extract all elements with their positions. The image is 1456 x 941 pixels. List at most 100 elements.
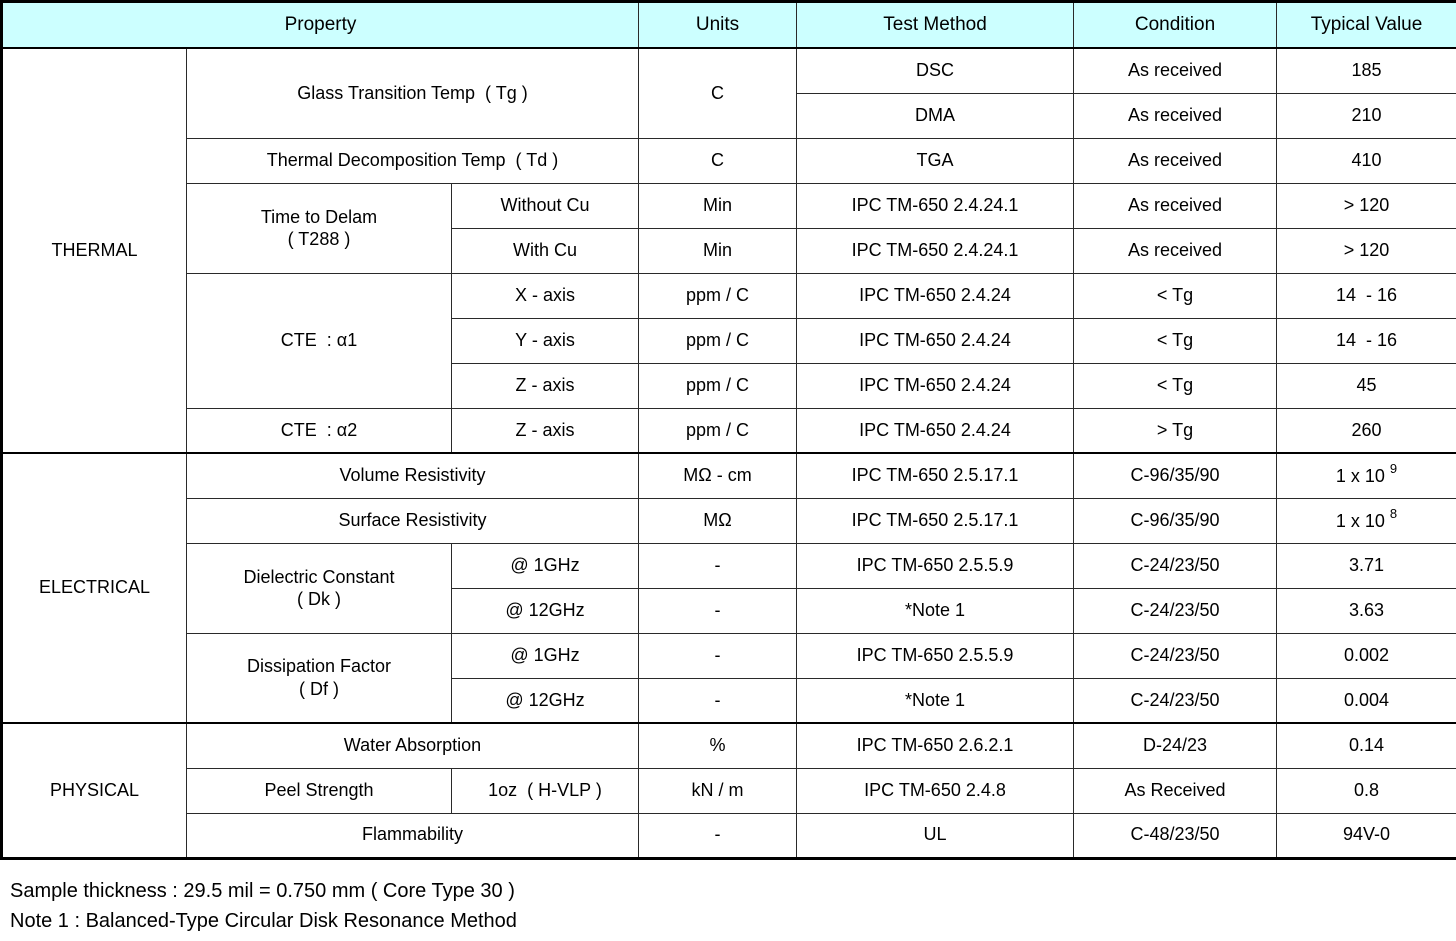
units-cell: kN / m [638, 767, 798, 814]
property-name-line2: ( Dk ) [297, 589, 341, 609]
property-name: CTE : α1 [186, 272, 452, 409]
property-name: CTE : α2 [186, 407, 452, 454]
table-row: With Cu Min IPC TM-650 2.4.24.1 As recei… [2, 227, 1456, 274]
property-name: Thermal Decomposition Temp ( Td ) [185, 137, 640, 184]
test-method-cell: IPC TM-650 2.4.24 [796, 272, 1075, 319]
units-cell: - [638, 542, 798, 589]
typical-value-cell: 0.002 [1276, 632, 1456, 679]
condition-cell: As received [1073, 182, 1278, 229]
table-row: Z - axis ppm / C IPC TM-650 2.4.24 < Tg … [2, 362, 1456, 409]
table-row: PHYSICAL Water Absorption % IPC TM-650 2… [1, 722, 1456, 859]
col-header-property: Property [0, 1, 640, 49]
sub-property: With Cu [450, 227, 640, 274]
test-method-cell: IPC TM-650 2.4.24.1 [796, 227, 1075, 274]
condition-cell: C-24/23/50 [1073, 677, 1278, 724]
property-name-line1: Dielectric Constant [243, 566, 395, 587]
sub-property: @ 12GHz [450, 677, 640, 724]
table-row: CTE : α1 X - axis ppm / C IPC TM-650 2.4… [2, 272, 1456, 409]
typical-value-cell: 0.14 [1276, 722, 1456, 769]
test-method-cell: IPC TM-650 2.5.17.1 [796, 497, 1075, 544]
units-cell: C [638, 47, 798, 139]
sub-property: Y - axis [450, 317, 640, 364]
sub-property: @ 1GHz [450, 542, 640, 589]
col-header-test-method: Test Method [796, 1, 1075, 49]
units-cell: % [638, 722, 798, 769]
typical-value-cell: 1 x 10 9 [1276, 452, 1456, 499]
test-method-cell: IPC TM-650 2.4.24 [796, 362, 1075, 409]
condition-cell: As received [1073, 47, 1278, 94]
test-method-cell: IPC TM-650 2.4.24 [796, 407, 1075, 454]
typical-value-cell: 0.004 [1276, 677, 1456, 724]
typical-value-cell: 45 [1276, 362, 1456, 409]
typical-value-cell: 260 [1276, 407, 1456, 454]
condition-cell: As received [1073, 227, 1278, 274]
category-physical: PHYSICAL [1, 722, 187, 859]
col-header-condition: Condition [1073, 1, 1278, 49]
test-method-cell: IPC TM-650 2.4.24 [796, 317, 1075, 364]
table-row: ELECTRICAL Volume Resistivity MΩ - cm IP… [1, 452, 1456, 724]
test-method-cell: IPC TM-650 2.4.8 [796, 767, 1075, 814]
table-row: THERMAL Glass Transition Temp ( Tg ) C D… [1, 47, 1456, 454]
typical-value-cell: 14 - 16 [1276, 272, 1456, 319]
condition-cell: D-24/23 [1073, 722, 1278, 769]
property-name: Volume Resistivity [185, 452, 640, 499]
units-cell: - [638, 812, 798, 859]
sub-property: X - axis [450, 272, 640, 319]
property-name: Time to Delam ( T288 ) [186, 182, 452, 274]
table-row: Peel Strength 1oz ( H-VLP ) kN / m IPC T… [2, 767, 1456, 814]
footnote-sample-thickness: Sample thickness : 29.5 mil = 0.750 mm (… [10, 879, 515, 902]
condition-cell: C-24/23/50 [1073, 587, 1278, 634]
test-method-cell: *Note 1 [796, 677, 1075, 724]
property-name: Peel Strength [186, 767, 452, 814]
condition-cell: As received [1073, 137, 1278, 184]
typical-value-cell: 1 x 10 8 [1276, 497, 1456, 544]
condition-cell: C-48/23/50 [1073, 812, 1278, 859]
test-method-cell: IPC TM-650 2.5.5.9 [796, 632, 1075, 679]
table-row: Dielectric Constant ( Dk ) @ 1GHz - IPC … [2, 542, 1456, 634]
property-name: Surface Resistivity [185, 497, 640, 544]
test-method-cell: UL [796, 812, 1075, 859]
typical-value-cell: > 120 [1276, 182, 1456, 229]
col-header-units: Units [638, 1, 798, 49]
condition-cell: C-96/35/90 [1073, 497, 1278, 544]
test-method-cell: TGA [796, 137, 1075, 184]
condition-cell: C-96/35/90 [1073, 452, 1278, 499]
typical-value-cell: 0.8 [1276, 767, 1456, 814]
units-cell: - [638, 587, 798, 634]
units-cell: ppm / C [638, 362, 798, 409]
property-name: Glass Transition Temp ( Tg ) [185, 47, 640, 139]
sub-property: @ 12GHz [450, 587, 640, 634]
value-exponent: 9 [1389, 461, 1398, 477]
table-row: CTE : α2 Z - axis ppm / C IPC TM-650 2.4… [2, 407, 1456, 454]
sub-property: 1oz ( H-VLP ) [450, 767, 640, 814]
property-name-line2: ( Df ) [299, 678, 339, 699]
typical-value-cell: 14 - 16 [1276, 317, 1456, 364]
header-row: Property Units Test Method Condition Typ… [0, 1, 1456, 49]
units-cell: Min [638, 227, 798, 274]
units-cell: ppm / C [638, 272, 798, 319]
typical-value-cell: 210 [1276, 92, 1456, 139]
test-method-cell: DMA [796, 92, 1075, 139]
property-name: Flammability [185, 812, 640, 859]
property-name-line1: Time to Delam [260, 206, 378, 227]
category-electrical: ELECTRICAL [1, 452, 187, 724]
units-cell: - [638, 677, 798, 724]
value-base: 1 x 10 [1335, 466, 1385, 487]
table-row: Flammability - UL C-48/23/50 94V-0 [2, 812, 1456, 859]
test-method-cell: DSC [796, 47, 1075, 94]
condition-cell: C-24/23/50 [1073, 542, 1278, 589]
units-cell: Min [638, 182, 798, 229]
test-method-cell: IPC TM-650 2.5.17.1 [796, 452, 1075, 499]
value-base: 1 x 10 [1335, 510, 1385, 531]
condition-cell: < Tg [1073, 272, 1278, 319]
property-name-line2: ( T288 ) [287, 229, 351, 249]
sub-property: @ 1GHz [450, 632, 640, 679]
condition-cell: As Received [1073, 767, 1278, 814]
condition-cell: > Tg [1073, 407, 1278, 454]
test-method-cell: IPC TM-650 2.5.5.9 [796, 542, 1075, 589]
typical-value-cell: 94V-0 [1276, 812, 1456, 859]
table-row: @ 12GHz - *Note 1 C-24/23/50 0.004 [2, 677, 1456, 724]
table-row: Thermal Decomposition Temp ( Td ) C TGA … [2, 137, 1456, 184]
typical-value-cell: > 120 [1276, 227, 1456, 274]
units-cell: ppm / C [638, 317, 798, 364]
